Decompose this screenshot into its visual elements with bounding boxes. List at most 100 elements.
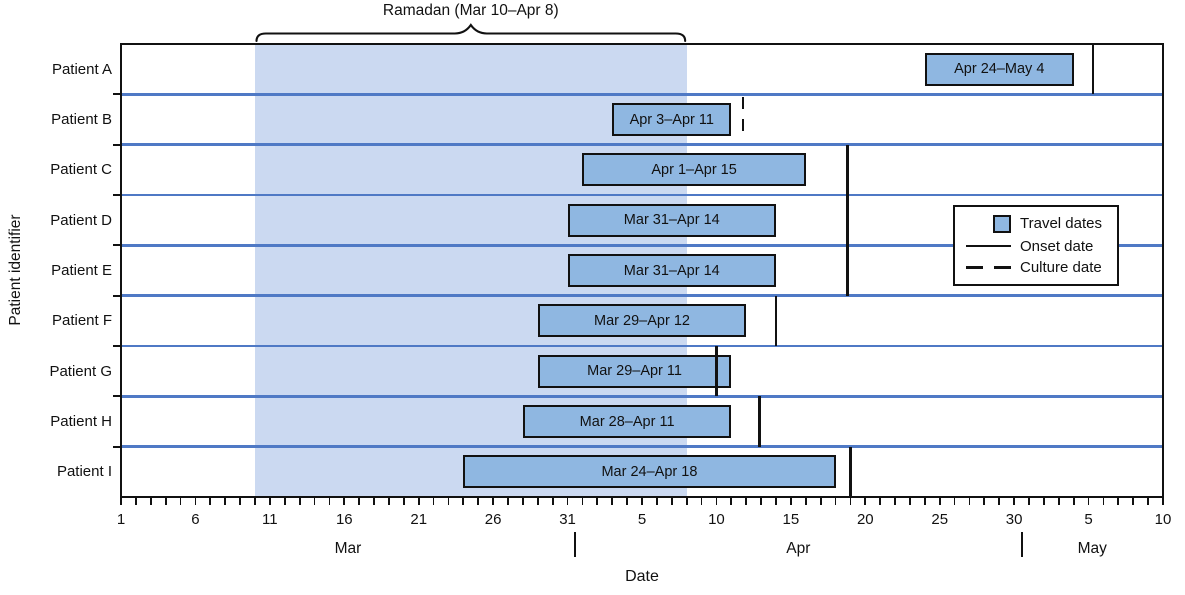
- travel-bar: Apr 1–Apr 15: [582, 153, 806, 187]
- x-axis-tick: [641, 498, 643, 506]
- x-axis-tick-label: 10: [708, 511, 725, 528]
- onset-line: [715, 346, 718, 397]
- x-axis-tick-label: 5: [1084, 511, 1093, 528]
- travel-bar: Apr 24–May 4: [924, 52, 1074, 86]
- onset-line: [849, 446, 852, 497]
- y-axis-tick: [113, 345, 121, 347]
- patient-label: Patient C: [50, 161, 112, 179]
- travel-bar: Mar 31–Apr 14: [567, 203, 776, 237]
- x-axis-tick-label: 5: [637, 511, 647, 528]
- x-axis-tick-label: 30: [1005, 511, 1023, 528]
- travel-bar: Mar 29–Apr 12: [537, 304, 747, 338]
- y-axis-tick: [113, 93, 121, 96]
- y-axis-tick: [113, 143, 121, 146]
- legend-item-onset-date: Onset date: [965, 238, 1113, 255]
- x-axis-tick: [194, 498, 197, 506]
- patient-label: Patient F: [51, 312, 112, 330]
- x-axis-tick: [134, 498, 137, 506]
- onset-line: [846, 144, 849, 195]
- x-axis-tick: [224, 498, 227, 506]
- x-axis-tick: [834, 498, 837, 506]
- legend-label: Culture date: [1020, 259, 1102, 277]
- x-axis-tick: [700, 498, 703, 506]
- patient-label: Patient I: [56, 463, 112, 481]
- travel-bar: Apr 3–Apr 11: [612, 103, 732, 136]
- x-axis-tick-label: 10: [1154, 511, 1172, 528]
- y-axis-tick: [113, 244, 121, 247]
- x-axis-tick: [432, 498, 435, 506]
- x-axis-tick: [462, 498, 465, 506]
- culture-date-swatch: [965, 266, 1011, 270]
- onset-line: [774, 295, 778, 346]
- onset-line: [1091, 44, 1095, 95]
- x-axis-tick: [849, 498, 852, 506]
- x-axis-tick: [268, 498, 271, 506]
- row-separator: [121, 344, 1163, 348]
- x-axis-tick: [417, 498, 420, 506]
- x-axis-tick-label: 20: [856, 511, 874, 528]
- x-axis-tick: [1028, 498, 1030, 506]
- x-axis-tick: [596, 498, 599, 506]
- onset-line: [846, 195, 849, 246]
- x-axis-tick: [879, 498, 882, 506]
- x-axis-tick-label: 11: [262, 511, 278, 528]
- x-axis-tick: [477, 498, 480, 506]
- patient-label: Patient B: [51, 110, 112, 128]
- row-separator: [121, 294, 1163, 297]
- x-axis-tick: [239, 498, 241, 506]
- x-axis-tick: [581, 498, 584, 506]
- x-axis-tick: [1087, 498, 1090, 506]
- travel-dates-swatch: [965, 214, 1011, 233]
- month-label: Apr: [786, 540, 811, 557]
- x-axis-tick: [909, 498, 911, 506]
- x-axis-tick: [536, 498, 539, 506]
- y-axis-tick: [113, 395, 121, 398]
- x-axis-tick: [968, 498, 971, 506]
- y-axis-tick: [113, 194, 121, 196]
- x-axis-tick: [164, 498, 167, 506]
- x-axis-tick-label: 21: [410, 511, 428, 528]
- month-separator: [1020, 532, 1023, 557]
- x-axis-tick: [685, 498, 688, 506]
- travel-bar: Mar 31–Apr 14: [567, 254, 776, 287]
- x-axis-tick-label: 16: [335, 511, 353, 528]
- patient-label: Patient D: [50, 211, 112, 229]
- row-separator: [121, 244, 1163, 247]
- x-axis-tick: [1147, 498, 1149, 506]
- row-separator: [121, 193, 1163, 197]
- x-axis-tick: [1117, 498, 1120, 506]
- ramadan-title: Ramadan (Mar 10–Apr 8): [382, 2, 559, 19]
- row-separator: [121, 395, 1163, 398]
- x-axis-tick: [760, 498, 762, 506]
- x-axis-tick: [864, 498, 867, 506]
- month-label: May: [1077, 540, 1107, 557]
- x-axis-tick: [298, 498, 301, 506]
- x-axis-tick: [819, 498, 822, 506]
- x-axis-tick: [283, 498, 286, 506]
- x-axis-tick: [492, 498, 495, 506]
- x-axis-tick: [507, 498, 509, 506]
- x-axis-tick: [1057, 498, 1060, 506]
- x-axis-tick: [328, 498, 331, 506]
- solid-line-icon: [966, 244, 1011, 248]
- x-axis-tick: [655, 498, 658, 506]
- x-axis-title: Date: [625, 568, 659, 585]
- travel-box-icon: [993, 214, 1011, 233]
- x-axis-tick: [566, 498, 569, 506]
- x-axis-tick: [923, 498, 926, 506]
- travel-bar: Mar 29–Apr 11: [537, 354, 732, 388]
- x-axis-tick-label: 15: [782, 511, 800, 528]
- ramadan-brace: [255, 23, 687, 43]
- x-axis-tick: [715, 498, 718, 506]
- x-axis-tick: [1102, 498, 1105, 506]
- x-axis-tick: [626, 498, 628, 506]
- legend-item-travel-dates: Travel dates: [965, 214, 1113, 233]
- x-axis-tick: [730, 498, 733, 506]
- x-axis-tick: [358, 498, 361, 506]
- patient-label: Patient A: [51, 60, 112, 78]
- x-axis-tick: [254, 498, 256, 506]
- legend-item-culture-date: Culture date: [965, 259, 1113, 276]
- x-axis-tick: [402, 498, 405, 506]
